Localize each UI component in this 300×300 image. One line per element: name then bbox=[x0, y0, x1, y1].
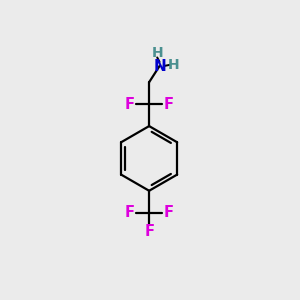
Text: F: F bbox=[125, 205, 135, 220]
Text: N: N bbox=[153, 58, 166, 74]
Text: F: F bbox=[125, 97, 135, 112]
Text: F: F bbox=[163, 205, 173, 220]
Text: F: F bbox=[144, 224, 154, 239]
Text: H: H bbox=[152, 46, 163, 60]
Text: H: H bbox=[168, 58, 180, 72]
Text: F: F bbox=[163, 97, 173, 112]
